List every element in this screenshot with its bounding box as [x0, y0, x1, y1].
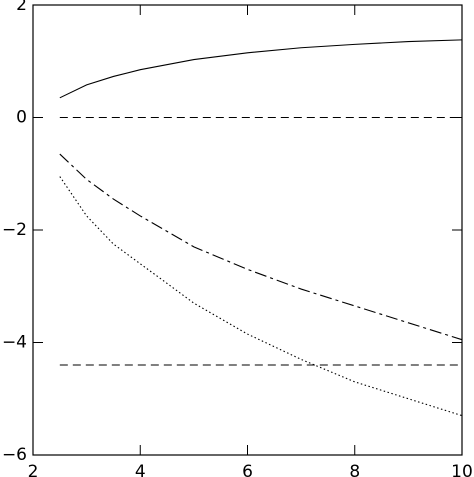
plot-frame — [32, 4, 463, 456]
x-tick-label: 2 — [28, 462, 39, 477]
series-line — [59, 176, 463, 417]
y-tick-label: 0 — [16, 108, 27, 128]
y-tick-label: −6 — [2, 445, 27, 465]
x-tick-label: 8 — [349, 462, 360, 477]
y-tick-label: −4 — [2, 333, 27, 353]
x-tick-label: 4 — [135, 462, 146, 477]
series-line — [59, 153, 463, 341]
x-tick-label: 10 — [451, 462, 473, 477]
series-line — [59, 39, 463, 99]
x-tick-label: 6 — [242, 462, 253, 477]
y-tick-label: 2 — [16, 0, 27, 15]
y-tick-label: −2 — [2, 220, 27, 240]
